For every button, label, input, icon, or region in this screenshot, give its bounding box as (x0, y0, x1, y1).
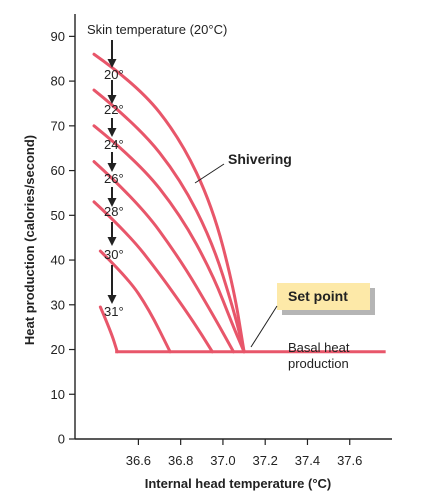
curve-24deg (92, 124, 246, 354)
curve-28deg (92, 200, 214, 354)
curve-label-28deg: 28° (104, 204, 124, 219)
y-tick-label-20: 20 (51, 342, 65, 357)
y-tick-label-50: 50 (51, 208, 65, 223)
y-tick-label-80: 80 (51, 74, 65, 89)
curve-label-31deg: 31° (104, 304, 124, 319)
arrow-head-6 (107, 295, 117, 304)
y-tick-label-60: 60 (51, 163, 65, 178)
y-tick-label-40: 40 (51, 253, 65, 268)
x-tick-label-37.2: 37.2 (253, 453, 278, 468)
curve-label-20deg: 20° (104, 67, 124, 82)
set-point-box (277, 283, 370, 310)
skin-temperature-title: Skin temperature (20°C) (87, 22, 227, 37)
x-tick-label-37.0: 37.0 (210, 453, 235, 468)
curve-label-24deg: 24° (104, 137, 124, 152)
arrow-head-3 (107, 163, 117, 172)
shivering-pointer (194, 163, 225, 184)
shivering-label: Shivering (228, 151, 292, 167)
x-tick-label-37.6: 37.6 (337, 453, 362, 468)
y-axis-title: Heat production (calories/second) (22, 135, 37, 345)
x-axis-title: Internal head temperature (°C) (145, 476, 332, 491)
y-tick-label-70: 70 (51, 118, 65, 133)
y-tick-label-0: 0 (58, 432, 65, 447)
arrow-head-4 (107, 198, 117, 207)
x-axis-ticks: 36.6 36.8 37.0 37.2 37.4 37.6 (126, 439, 362, 468)
arrow-head-0 (107, 59, 117, 68)
curve-labels: 20° 22° 24° 26° 28° 30° 31° (104, 67, 124, 319)
arrow-head-5 (107, 237, 117, 246)
set-point-label: Set point (288, 288, 348, 304)
y-tick-label-10: 10 (51, 387, 65, 402)
arrow-head-2 (107, 128, 117, 137)
basal-heat-label-line2: production (288, 356, 349, 371)
curves-group (92, 52, 246, 354)
curve-26deg (92, 160, 235, 354)
curve-31deg (98, 305, 119, 354)
curve-label-26deg: 26° (104, 171, 124, 186)
curve-30deg (98, 249, 172, 354)
arrow-head-1 (107, 95, 117, 104)
basal-heat-label-line1: Basal heat (288, 340, 350, 355)
y-axis-ticks: 0 10 20 30 40 50 60 70 80 90 (51, 29, 75, 447)
skin-temperature-arrows (107, 40, 117, 304)
y-tick-label-90: 90 (51, 29, 65, 44)
curve-label-30deg: 30° (104, 247, 124, 262)
curve-22deg (92, 88, 246, 354)
curve-label-22deg: 22° (104, 102, 124, 117)
set-point-pointer (250, 305, 278, 348)
x-tick-label-36.6: 36.6 (126, 453, 151, 468)
x-tick-label-37.4: 37.4 (295, 453, 320, 468)
curve-20deg (92, 52, 246, 354)
x-tick-label-36.8: 36.8 (168, 453, 193, 468)
y-tick-label-30: 30 (51, 297, 65, 312)
